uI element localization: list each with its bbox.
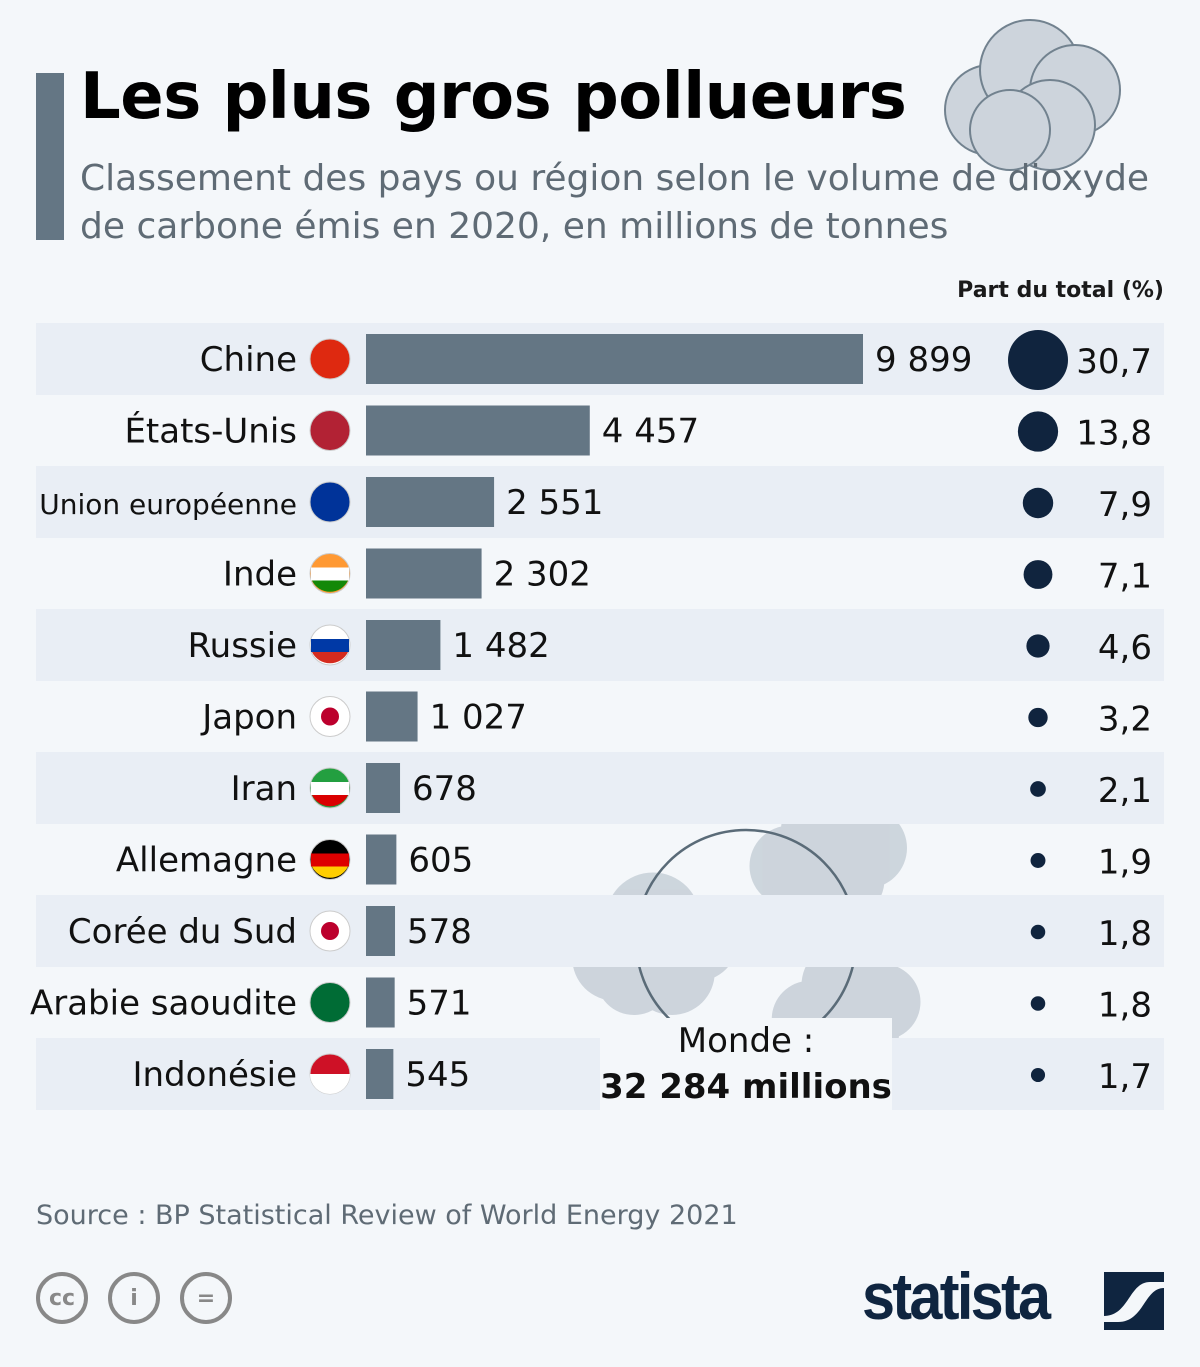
value-label: 1 482 xyxy=(452,626,549,666)
bar-4 xyxy=(366,620,441,670)
flag-icon-in xyxy=(309,553,351,594)
country-label: Union européenne xyxy=(39,488,297,521)
value-label: 571 xyxy=(407,984,472,1024)
share-dot xyxy=(1008,330,1068,390)
country-label: Corée du Sud xyxy=(68,912,297,952)
country-label: Arabie saoudite xyxy=(30,984,297,1024)
flag-icon-ru xyxy=(309,624,351,666)
bar-2 xyxy=(366,477,495,527)
value-label: 578 xyxy=(407,912,472,952)
share-label: 1,8 xyxy=(1098,914,1152,954)
no-derivatives-icon[interactable]: = xyxy=(180,1272,232,1324)
world-label: Monde : xyxy=(677,1021,815,1061)
share-dot xyxy=(1030,853,1046,868)
page-title: Les plus gros pollueurs xyxy=(80,60,907,134)
country-label: Allemagne xyxy=(116,841,297,881)
flag-icon-id xyxy=(309,1053,351,1095)
attribution-icon[interactable]: i xyxy=(108,1272,160,1324)
share-dot xyxy=(1017,411,1059,452)
share-label: 30,7 xyxy=(1076,342,1152,382)
share-column-header: Part du total (%) xyxy=(957,278,1164,303)
row-band xyxy=(36,752,1164,824)
bar-7 xyxy=(366,834,397,885)
bar-8 xyxy=(366,906,396,956)
bar-1 xyxy=(366,405,590,456)
flag-icon-kr xyxy=(309,910,351,952)
share-dot xyxy=(1028,707,1048,728)
country-label: Iran xyxy=(231,769,297,809)
country-label: Indonésie xyxy=(132,1055,297,1095)
flag-icon-us xyxy=(309,410,351,451)
cloud xyxy=(944,19,1121,171)
share-dot xyxy=(1022,487,1054,519)
value-label: 2 302 xyxy=(494,555,591,595)
share-label: 13,8 xyxy=(1076,414,1152,454)
country-label: États-Unis xyxy=(124,411,297,452)
share-dot xyxy=(1030,781,1046,797)
share-dot xyxy=(1030,924,1046,940)
flag-icon-sa xyxy=(309,982,351,1023)
value-label: 545 xyxy=(405,1055,470,1095)
cc-license-icon[interactable]: cc xyxy=(36,1272,88,1324)
value-label: 678 xyxy=(412,769,477,809)
share-dot xyxy=(1030,1067,1046,1083)
flag-icon-eu xyxy=(309,481,351,523)
share-label: 7,1 xyxy=(1098,557,1152,597)
share-label: 7,9 xyxy=(1098,485,1152,525)
share-label: 3,2 xyxy=(1098,700,1152,740)
share-dot xyxy=(1030,996,1046,1011)
share-dot xyxy=(1023,560,1053,589)
share-label: 1,8 xyxy=(1098,986,1152,1026)
value-label: 9 899 xyxy=(875,340,972,380)
value-label: 1 027 xyxy=(430,698,527,738)
share-label: 2,1 xyxy=(1098,771,1152,811)
flag-icon-de xyxy=(309,839,351,880)
bar-0 xyxy=(366,334,863,384)
country-label: Russie xyxy=(188,626,297,666)
value-label: 4 457 xyxy=(602,412,699,452)
share-dot xyxy=(1026,634,1050,658)
bar-9 xyxy=(366,977,395,1028)
statista-logo-icon xyxy=(1104,1272,1164,1330)
value-label: 2 551 xyxy=(506,483,603,523)
statista-logo[interactable]: statista xyxy=(862,1259,1051,1333)
bar-5 xyxy=(366,691,418,742)
subtitle: Classement des pays ou région selon le v… xyxy=(80,158,1150,247)
flag-icon-jp xyxy=(309,696,351,737)
flag-icon-ir xyxy=(309,767,351,809)
title-accent-bar xyxy=(36,73,64,240)
world-value: 32 284 millions xyxy=(600,1067,892,1107)
share-label: 1,9 xyxy=(1098,843,1152,883)
row-band xyxy=(36,895,1164,967)
share-label: 4,6 xyxy=(1098,628,1152,668)
source-text: Source : BP Statistical Review of World … xyxy=(36,1200,738,1231)
world-total: Monde : 32 284 millions xyxy=(600,1018,892,1110)
share-label: 1,7 xyxy=(1098,1057,1152,1097)
flag-icon-cn xyxy=(309,338,351,380)
country-label: Chine xyxy=(200,340,297,380)
country-label: Japon xyxy=(200,698,297,738)
country-label: Inde xyxy=(223,555,297,595)
row-band xyxy=(36,466,1164,538)
row-band xyxy=(36,609,1164,681)
bar-10 xyxy=(366,1049,394,1099)
bar-6 xyxy=(366,763,401,813)
value-label: 605 xyxy=(408,841,473,881)
bar-3 xyxy=(366,548,482,599)
